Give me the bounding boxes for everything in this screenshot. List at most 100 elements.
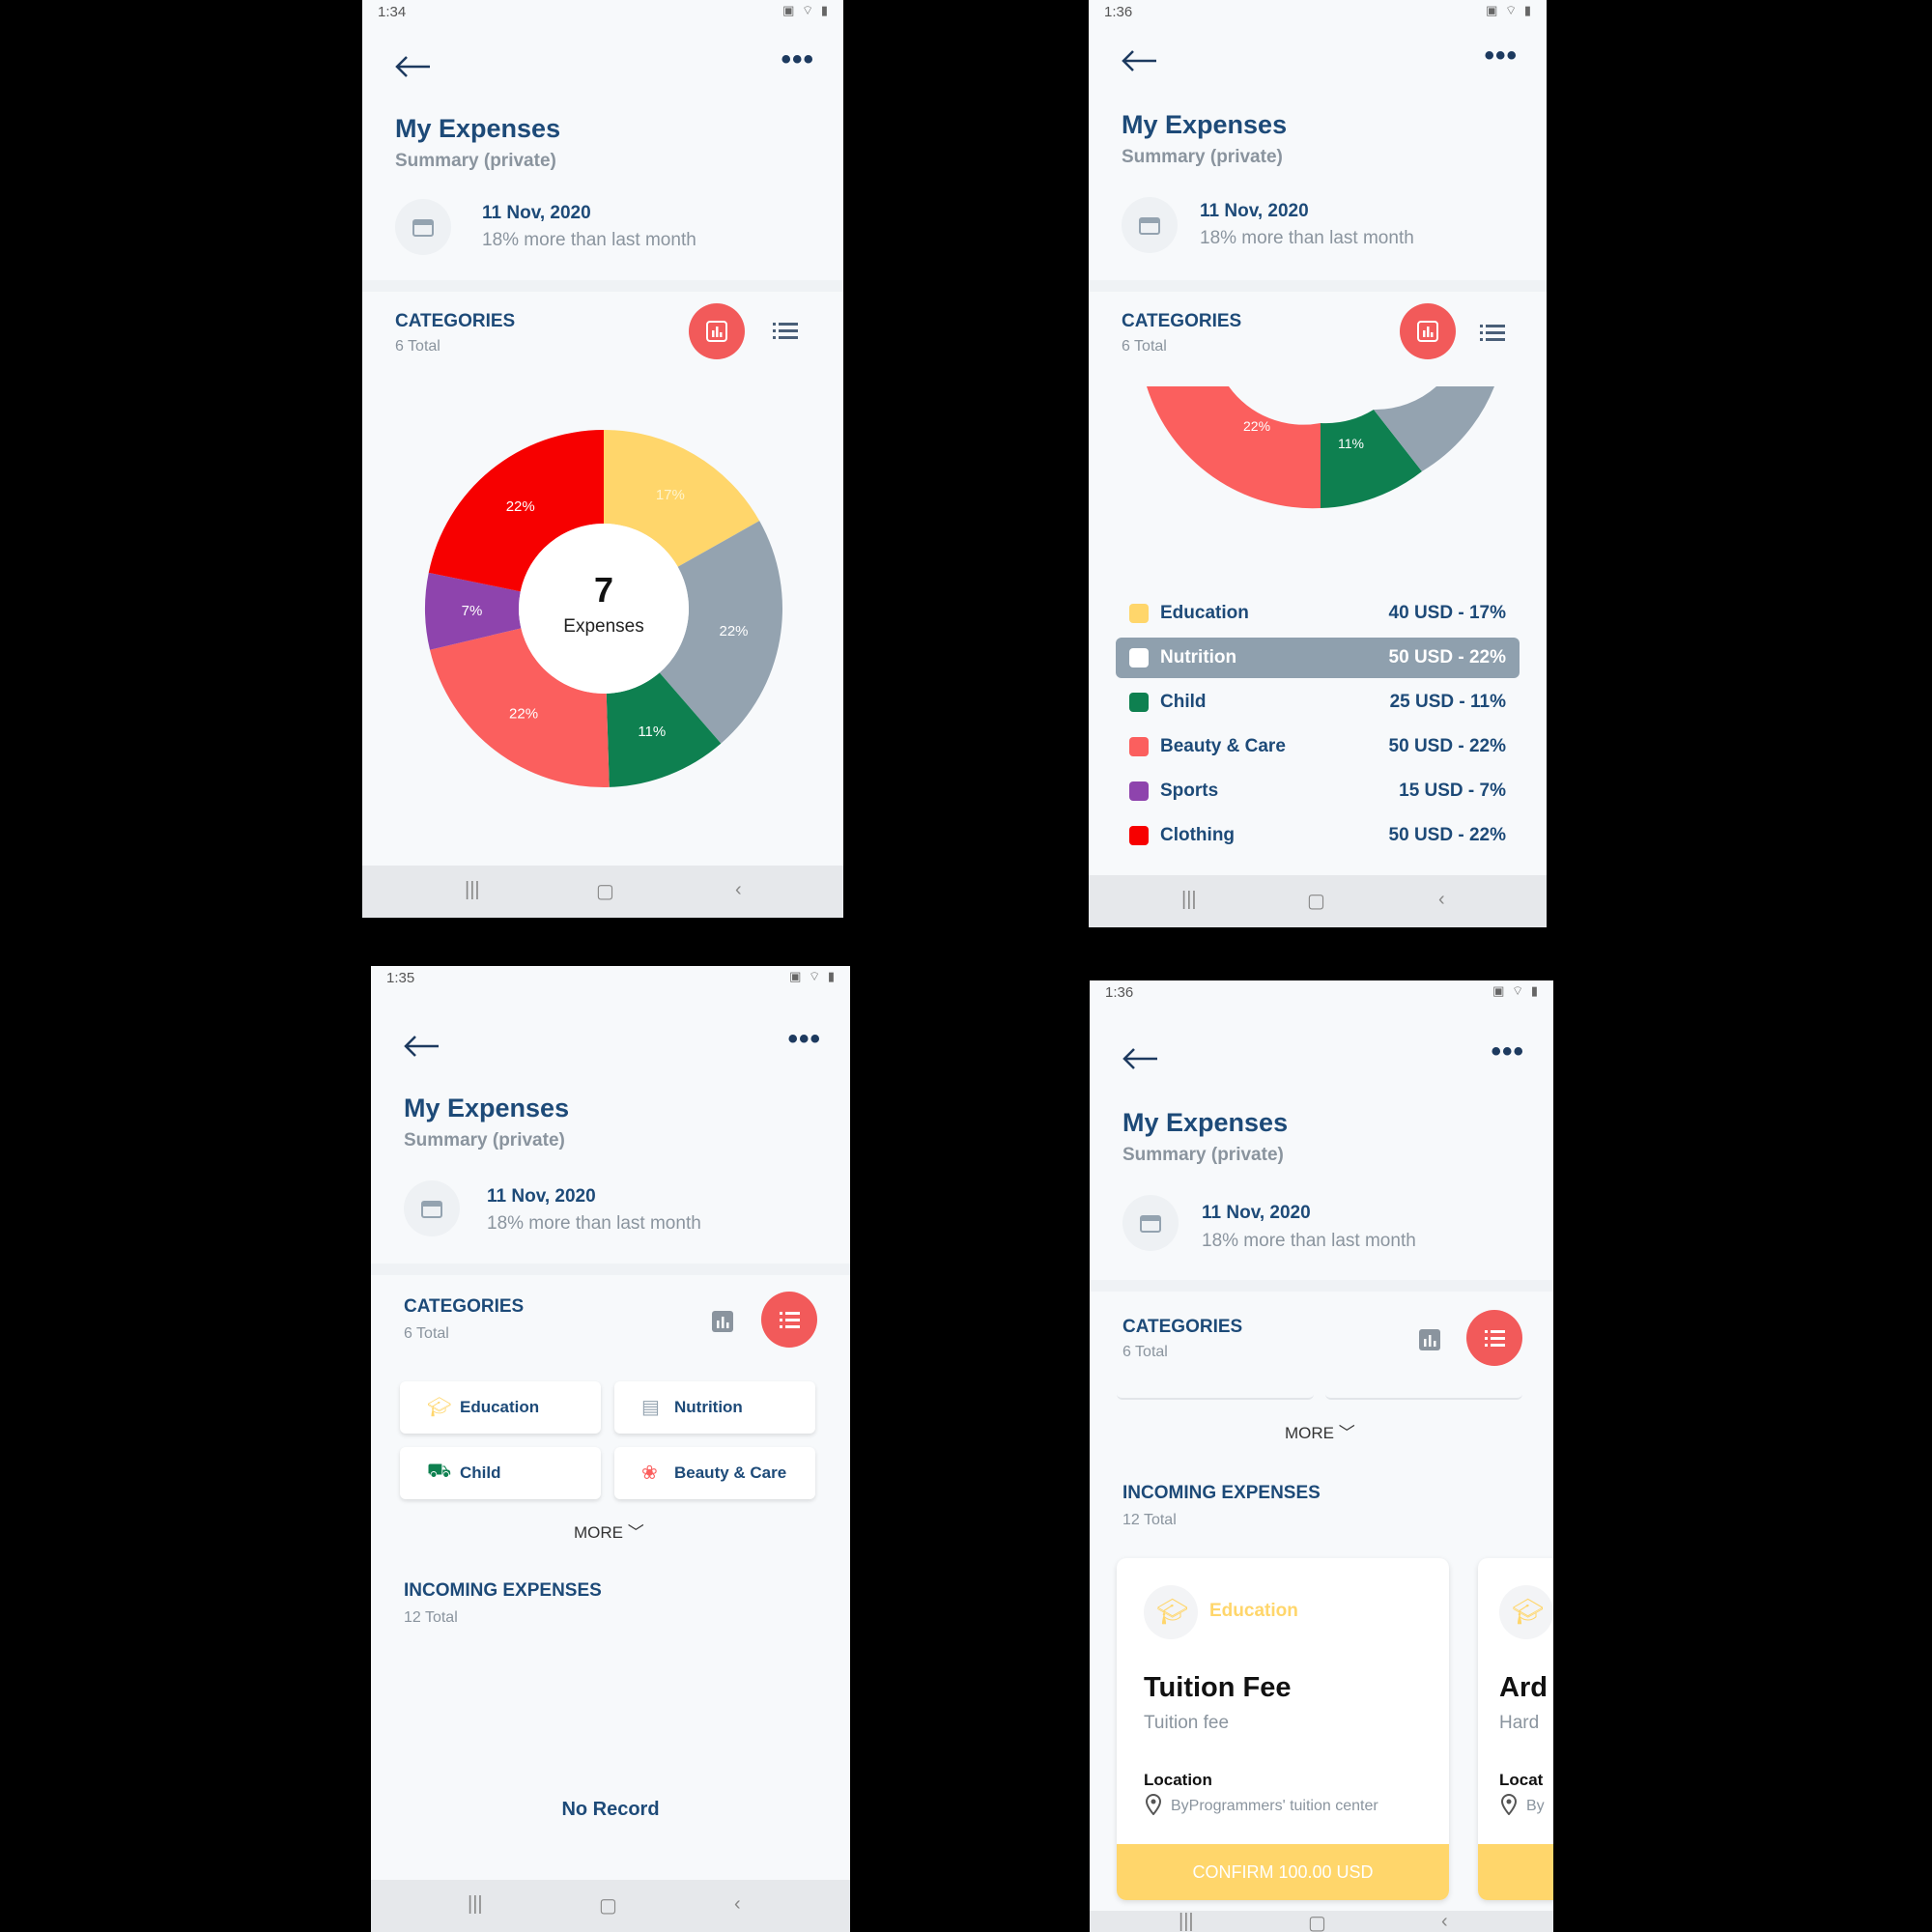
- summary-comparison: 18% more than last month: [1202, 1231, 1416, 1251]
- categories-count: 6 Total: [1122, 338, 1167, 355]
- back-arrow-icon[interactable]: [1120, 48, 1158, 73]
- card-address: By: [1526, 1798, 1545, 1814]
- more-options-icon[interactable]: •••: [781, 43, 814, 75]
- back-arrow-icon[interactable]: [1121, 1046, 1159, 1071]
- slice-education: [604, 430, 760, 567]
- donut-chart-partial: 22% 11%: [1147, 386, 1494, 509]
- legend-label: Nutrition: [1160, 647, 1237, 668]
- more-options-icon[interactable]: •••: [1491, 1036, 1524, 1067]
- more-categories-toggle[interactable]: MORE ﹀: [1285, 1419, 1355, 1443]
- chart-view-button[interactable]: [1400, 303, 1456, 359]
- bar-chart-icon: [706, 321, 727, 342]
- calendar-icon: [421, 1201, 442, 1218]
- category-badge: 🎓︎: [1499, 1585, 1553, 1639]
- recents-icon[interactable]: |||: [465, 879, 480, 900]
- summary-date: 11 Nov, 2020: [482, 203, 591, 223]
- legend-row-nutrition[interactable]: Nutrition 50 USD - 22%: [1116, 638, 1520, 678]
- slice-label-child: 11%: [638, 724, 666, 740]
- list-view-button[interactable]: [761, 1292, 817, 1348]
- recents-icon[interactable]: |||: [468, 1893, 483, 1915]
- incoming-expenses-count: 12 Total: [1122, 1512, 1177, 1528]
- more-categories-toggle[interactable]: MORE ﹀: [574, 1519, 644, 1543]
- page-subtitle: Summary (private): [1122, 147, 1283, 167]
- location-pin-icon: [1146, 1794, 1161, 1815]
- chevron-down-icon: ﹀: [1338, 1424, 1355, 1442]
- incoming-expenses-heading: INCOMING EXPENSES: [1122, 1483, 1321, 1503]
- status-icons: ▣ ⌔ ▮: [1492, 983, 1540, 998]
- legend-value: 50 USD - 22%: [1388, 825, 1506, 845]
- legend-row-clothing[interactable]: Clothing 50 USD - 22%: [1116, 815, 1520, 856]
- page-title: My Expenses: [395, 114, 561, 143]
- slice-label-beauty-and-care: 22%: [1243, 418, 1270, 434]
- category-chip-nutrition[interactable]: ▤ Nutrition: [614, 1381, 815, 1434]
- back-nav-icon[interactable]: ‹: [735, 879, 742, 900]
- slice-label-education: 17%: [656, 487, 685, 503]
- card-address: ByProgrammers' tuition center: [1171, 1798, 1378, 1814]
- home-icon[interactable]: ▢: [1308, 1913, 1326, 1932]
- page-subtitle: Summary (private): [1122, 1145, 1284, 1165]
- legend-row-sports[interactable]: Sports 15 USD - 7%: [1116, 771, 1520, 811]
- chart-view-button[interactable]: [689, 303, 745, 359]
- list-view-icon[interactable]: [1480, 323, 1505, 344]
- status-time: 1:35: [386, 970, 415, 986]
- page-subtitle: Summary (private): [404, 1130, 565, 1151]
- confirm-payment-button[interactable]: CONFIRM 100.00 USD: [1117, 1844, 1449, 1900]
- slice-beauty-care: [430, 628, 610, 787]
- category-chip-education[interactable]: 🎓︎ Education: [400, 1381, 601, 1434]
- more-options-icon[interactable]: •••: [1484, 40, 1518, 71]
- categories-heading: CATEGORIES: [395, 311, 516, 331]
- summary-comparison: 18% more than last month: [482, 230, 696, 250]
- categories-heading: CATEGORIES: [404, 1296, 525, 1317]
- list-view-icon[interactable]: [773, 321, 798, 342]
- list-view-button[interactable]: [1466, 1310, 1522, 1366]
- stroller-icon: ⛟: [427, 1461, 452, 1482]
- recents-icon[interactable]: |||: [1181, 889, 1197, 910]
- slice-label-clothing: 22%: [506, 498, 535, 515]
- back-arrow-icon[interactable]: [393, 54, 432, 79]
- legend-row-child[interactable]: Child 25 USD - 11%: [1116, 682, 1520, 723]
- card-category: Education: [1209, 1601, 1298, 1621]
- more-options-icon[interactable]: •••: [787, 1023, 821, 1055]
- chevron-down-icon: ﹀: [627, 1523, 644, 1542]
- slice-child: [606, 672, 722, 787]
- categories-count: 6 Total: [395, 338, 440, 355]
- system-nav-bar: ||| ▢ ‹: [362, 866, 843, 918]
- confirm-payment-button[interactable]: [1478, 1844, 1553, 1900]
- calendar-icon-badge: [1122, 1195, 1179, 1251]
- home-icon[interactable]: ▢: [596, 881, 614, 902]
- recents-icon[interactable]: |||: [1179, 1911, 1194, 1932]
- back-nav-icon[interactable]: ‹: [734, 1893, 741, 1915]
- screen-list-empty: 1:35 ▣ ⌔ ▮ ••• My Expenses Summary (priv…: [371, 966, 850, 1932]
- categories-heading: CATEGORIES: [1122, 311, 1242, 331]
- chart-view-icon[interactable]: [711, 1310, 734, 1333]
- chip-label: Beauty & Care: [674, 1463, 787, 1482]
- legend-value: 15 USD - 7%: [1399, 781, 1506, 801]
- summary-date: 11 Nov, 2020: [487, 1186, 596, 1207]
- category-chip-edge: [1117, 1390, 1314, 1400]
- expense-card[interactable]: 🎓︎ Education Tuition Fee Tuition fee Loc…: [1117, 1558, 1449, 1900]
- status-icons: ▣ ⌔ ▮: [782, 3, 830, 17]
- status-bar: 1:36 ▣ ⌔ ▮: [1089, 0, 1547, 25]
- legend-swatch: [1129, 693, 1149, 712]
- home-icon[interactable]: ▢: [599, 1895, 617, 1917]
- status-time: 1:34: [378, 4, 407, 20]
- legend-row-beauty-care[interactable]: Beauty & Care 50 USD - 22%: [1116, 726, 1520, 767]
- category-chip-child[interactable]: ⛟ Child: [400, 1447, 601, 1499]
- category-chip-beauty-care[interactable]: ❀ Beauty & Care: [614, 1447, 815, 1499]
- home-icon[interactable]: ▢: [1307, 891, 1325, 912]
- slice-sports: [425, 572, 522, 650]
- card-location-label: Locat: [1499, 1771, 1544, 1789]
- section-divider: [1089, 280, 1547, 292]
- expenses-donut-chart: 17% 22% 11% 22% 7% 22%: [425, 430, 782, 787]
- back-nav-icon[interactable]: ‹: [1438, 889, 1445, 910]
- legend-row-education[interactable]: Education 40 USD - 17%: [1116, 593, 1520, 634]
- chart-view-icon[interactable]: [1418, 1328, 1441, 1351]
- slice-nutrition: [659, 521, 782, 744]
- expense-card-partial[interactable]: 🎓︎ Ard Hard Locat By: [1478, 1558, 1553, 1900]
- system-nav-bar: ||| ▢ ‹: [371, 1880, 850, 1932]
- calendar-icon-badge: [395, 199, 451, 255]
- back-nav-icon[interactable]: ‹: [1441, 1911, 1448, 1932]
- status-bar: 1:35 ▣ ⌔ ▮: [371, 966, 850, 991]
- back-arrow-icon[interactable]: [402, 1034, 440, 1059]
- status-time: 1:36: [1105, 984, 1134, 1001]
